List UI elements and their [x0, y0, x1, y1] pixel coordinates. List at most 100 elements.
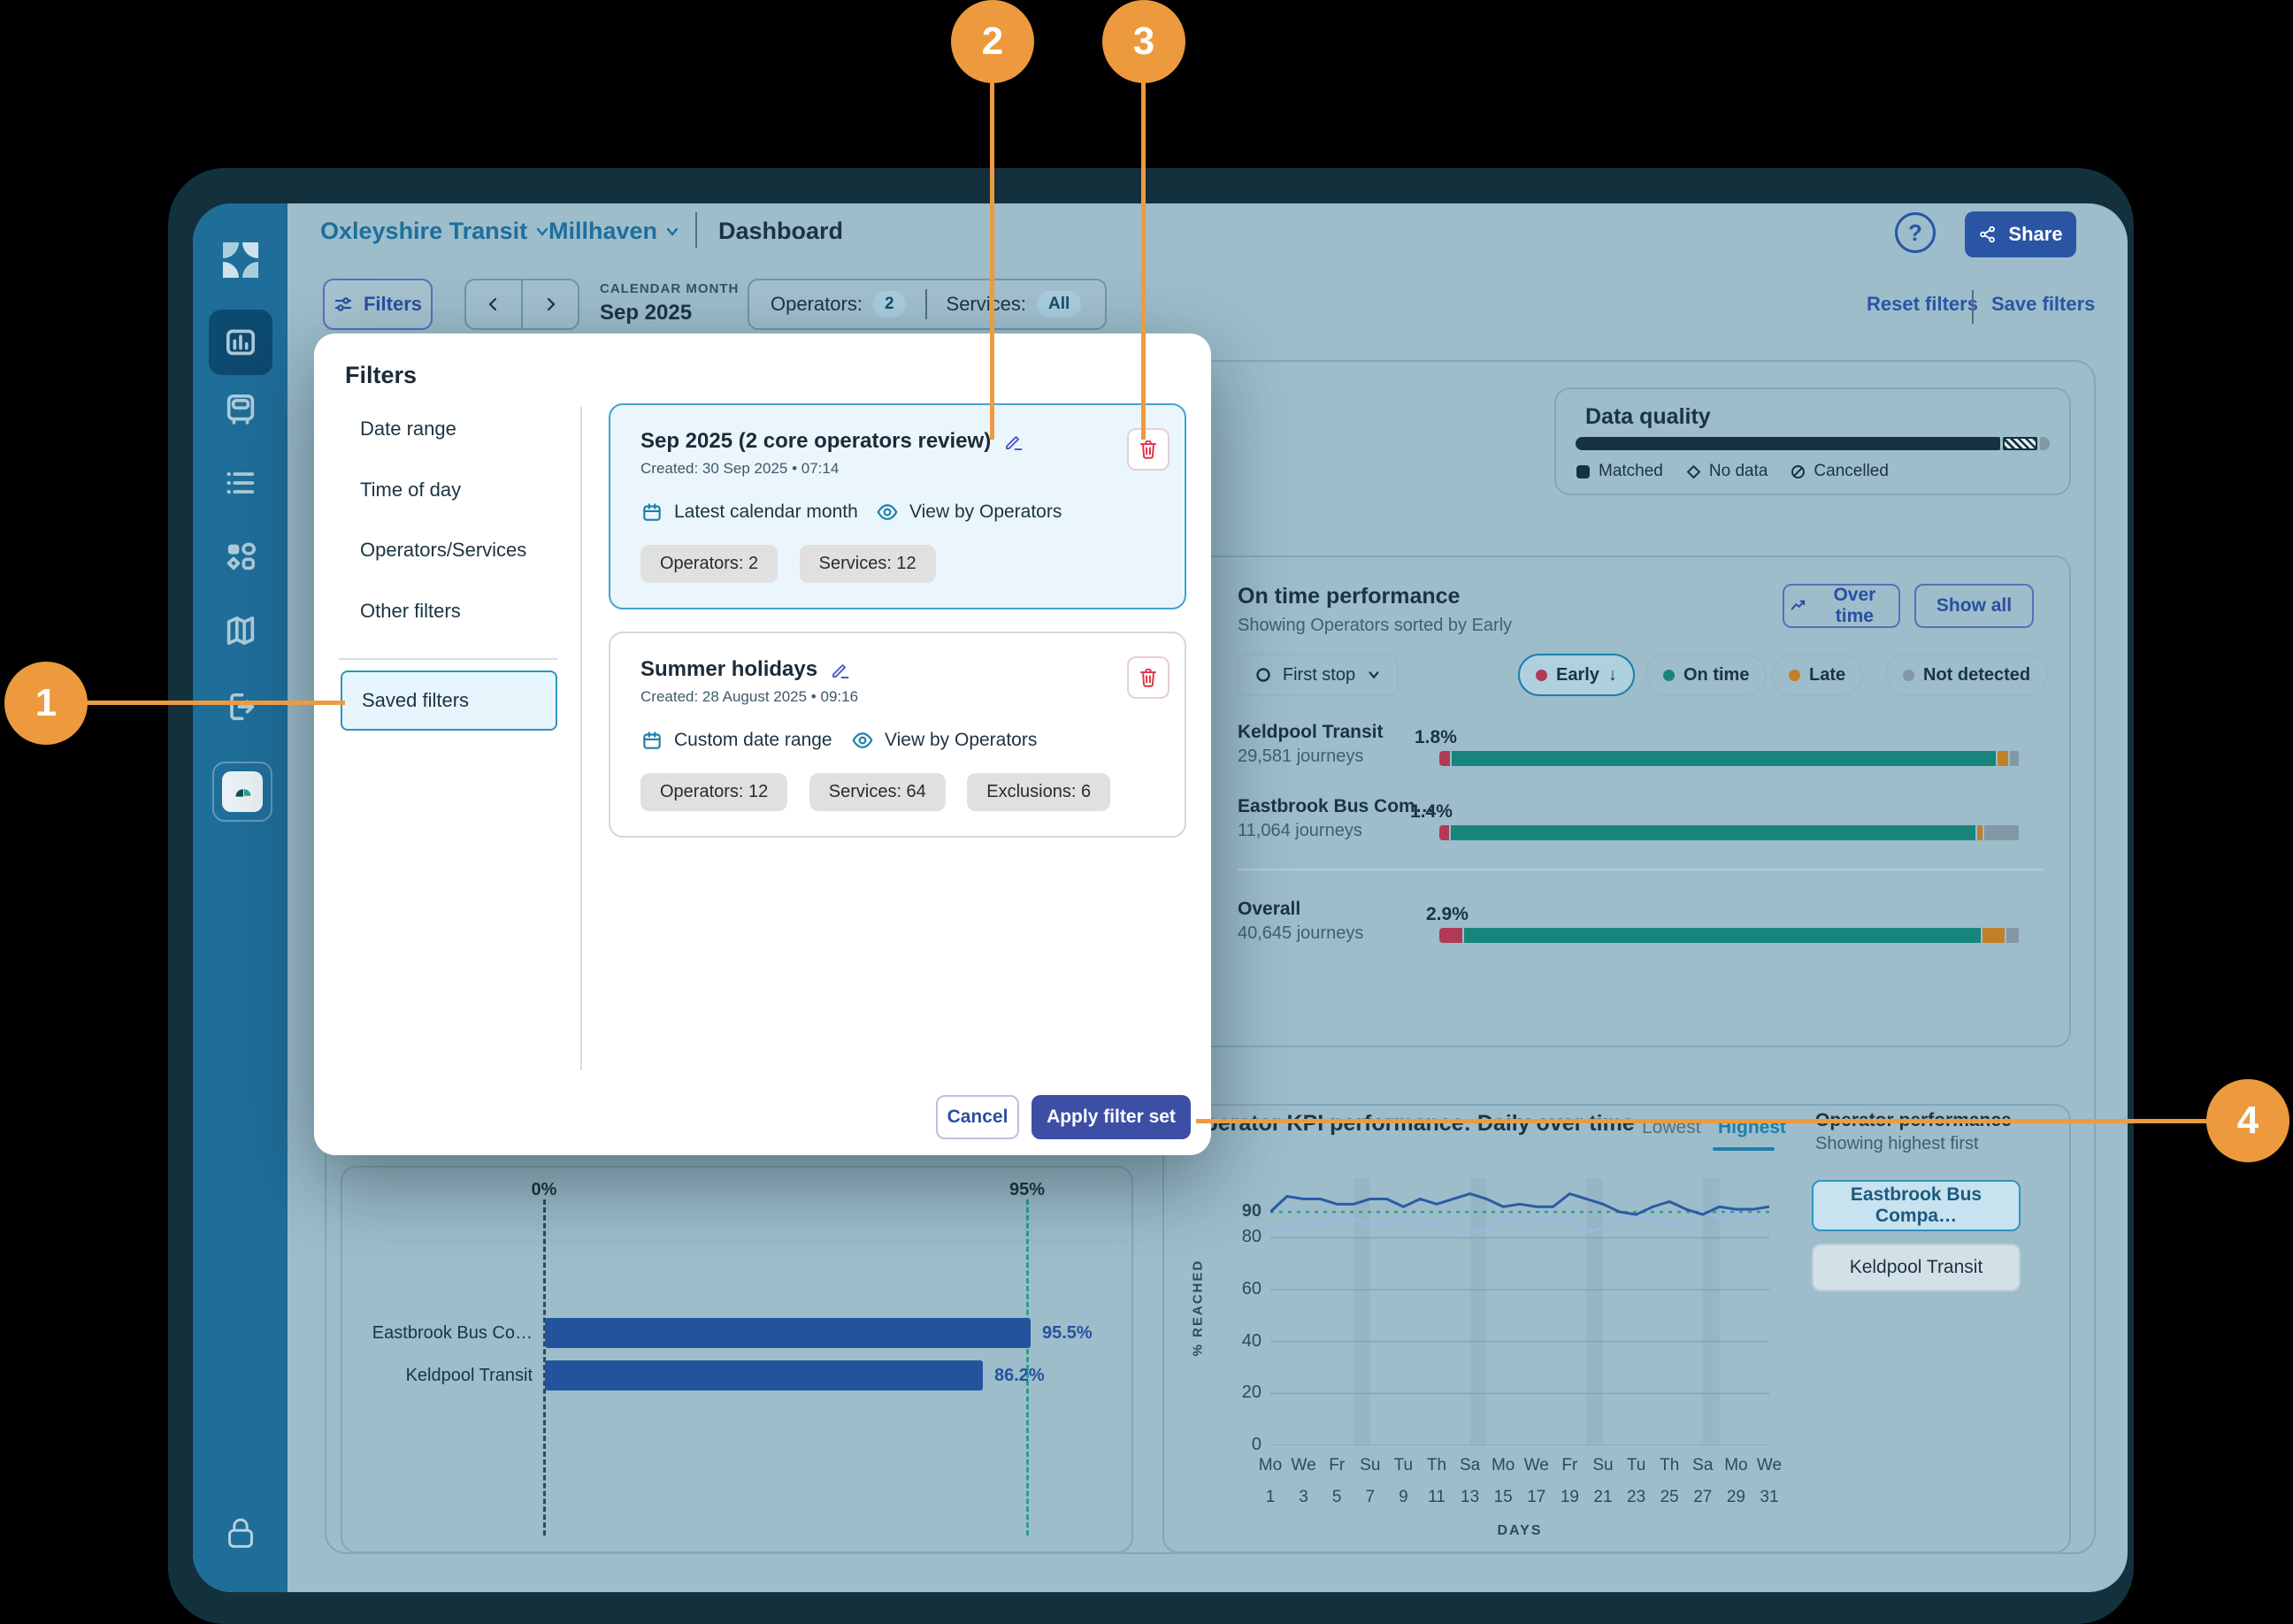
sidebar-item-categories[interactable] — [193, 539, 288, 574]
filters-button[interactable]: Filters — [323, 279, 433, 330]
save-filters-link[interactable]: Save filters — [1986, 292, 2100, 317]
period-pager — [464, 279, 579, 330]
y-tick-labels: 90 80 60 40 20 0 — [1241, 1201, 1262, 1454]
sidebar-item-logout[interactable] — [193, 689, 288, 724]
modal-nav-operators-services[interactable]: Operators/Services — [360, 539, 527, 561]
not-detected-dot — [1903, 669, 1914, 681]
callout-line-4 — [1196, 1119, 2208, 1123]
sidebar-item-lock[interactable] — [193, 1513, 288, 1553]
calendar-icon — [643, 732, 661, 749]
modal-nav-other-filters[interactable]: Other filters — [360, 600, 461, 622]
delete-saved-filter-button[interactable] — [1127, 428, 1170, 471]
data-quality-legend: Matched No data Cancelled — [1576, 462, 1889, 481]
otp-stacked-bar — [1439, 928, 2021, 943]
filters-button-label: Filters — [363, 293, 423, 315]
region-selector[interactable]: Millhaven — [548, 218, 680, 245]
org-selector[interactable]: Oxleyshire Transit — [320, 218, 550, 245]
services-count-badge: All — [1037, 291, 1082, 318]
otp-row-value: 1.8% — [1415, 727, 1457, 747]
bar-value: 95.5% — [1042, 1323, 1093, 1343]
modal-content-divider — [580, 407, 582, 1070]
x-tick-daynums: 1 3 5 7 9 11 13 15 17 19 21 23 25 27 29 31 — [1265, 1488, 1779, 1506]
delete-saved-filter-button[interactable] — [1127, 656, 1170, 699]
filter-sliders-icon — [334, 297, 352, 311]
lock-icon — [227, 1518, 253, 1548]
reset-filters-link[interactable]: Reset filters — [1861, 292, 1983, 317]
modal-nav-saved-filters[interactable]: Saved filters — [341, 670, 557, 731]
bus-icon — [226, 395, 254, 425]
filters-modal: Filters Date range Time of day Operators… — [314, 333, 1211, 1155]
services-label: Services: — [946, 293, 1026, 315]
chevron-down-icon — [1369, 671, 1379, 679]
data-quality-title: Data quality — [1585, 404, 1711, 429]
previous-period-button[interactable] — [466, 280, 523, 328]
otp-stacked-bar — [1439, 825, 2021, 840]
edit-icon[interactable] — [830, 659, 851, 680]
saved-filter-title-row: Sep 2025 (2 core operators review) — [640, 429, 1024, 454]
first-stop-select[interactable]: First stop — [1238, 654, 1399, 696]
operator-button-keldpool[interactable]: Keldpool Transit — [1812, 1244, 2021, 1291]
otp-title: On time performance — [1238, 584, 1461, 609]
chip: Exclusions: 6 — [967, 773, 1111, 811]
chip: Services: 64 — [809, 773, 946, 811]
operator-performance-subtitle: Showing highest first — [1815, 1134, 1979, 1153]
sidebar-item-apps[interactable] — [212, 762, 272, 822]
map-icon — [226, 617, 254, 645]
view-mode: View by Operators — [876, 501, 1062, 524]
next-period-button[interactable] — [523, 280, 578, 328]
matched-swatch-icon — [1576, 464, 1590, 479]
share-button[interactable]: Share — [1965, 211, 2076, 257]
callout-line-3 — [1141, 81, 1146, 440]
sidebar-item-services[interactable] — [193, 465, 288, 501]
show-all-button[interactable]: Show all — [1914, 584, 2034, 628]
help-button[interactable]: ? — [1895, 212, 1936, 253]
edit-icon[interactable] — [1003, 431, 1024, 452]
otp-divider — [1238, 869, 2044, 870]
operators-label: Operators: — [771, 293, 863, 315]
chips-row: Operators: 12 Services: 64 Exclusions: 6 — [640, 773, 1128, 811]
modal-nav-divider — [339, 658, 557, 660]
active-filters-summary[interactable]: Operators: 2 Services: All — [748, 279, 1107, 330]
otp-row-value: 2.9% — [1426, 904, 1469, 924]
early-dot — [1536, 669, 1547, 681]
pill-not-detected[interactable]: Not detected — [1885, 654, 2049, 696]
bar-label: Keldpool Transit — [405, 1366, 533, 1385]
saved-filter-card-selected[interactable]: Sep 2025 (2 core operators review) Creat… — [609, 403, 1186, 609]
saved-filter-card[interactable]: Summer holidays Created: 28 August 2025 … — [609, 632, 1186, 838]
modal-nav-date-range[interactable]: Date range — [360, 417, 456, 440]
kpi-line-plot — [1269, 1178, 1770, 1446]
otp-subtitle: Showing Operators sorted by Early — [1238, 616, 1513, 635]
operator-button-eastbrook[interactable]: Eastbrook Bus Compa… — [1812, 1180, 2021, 1231]
otp-row-name: Overall — [1238, 899, 1301, 919]
pill-on-time[interactable]: On time — [1645, 654, 1768, 696]
sort-arrow-icon: ↓ — [1607, 664, 1617, 685]
callout-1: 1 — [4, 662, 88, 745]
chevron-down-icon — [666, 227, 679, 236]
sidebar-item-dashboard[interactable] — [209, 310, 272, 375]
modal-nav-time-of-day[interactable]: Time of day — [360, 479, 462, 501]
saved-filter-title: Summer holidays — [640, 657, 818, 681]
chevron-down-icon — [536, 227, 548, 236]
y-axis-label: % REACHED — [1190, 1259, 1206, 1357]
apply-filter-set-button[interactable]: Apply filter set — [1031, 1095, 1191, 1139]
list-icon — [226, 471, 254, 494]
app-tile-icon — [222, 771, 263, 812]
over-time-button[interactable]: Over time — [1783, 584, 1900, 628]
cancel-button[interactable]: Cancel — [936, 1095, 1019, 1139]
sidebar-item-vehicles[interactable] — [193, 391, 288, 426]
sidebar-item-map[interactable] — [193, 613, 288, 648]
modal-title: Filters — [345, 362, 418, 388]
bar-value: 86.2% — [994, 1366, 1045, 1385]
otp-stacked-bar — [1439, 751, 2021, 766]
chevron-right-icon — [547, 297, 556, 311]
legend-matched: Matched — [1576, 462, 1663, 481]
summary-divider — [924, 289, 927, 319]
chips-row: Operators: 2 Services: 12 — [640, 545, 954, 583]
page-title: Dashboard — [718, 218, 844, 244]
pill-late[interactable]: Late — [1771, 654, 1864, 696]
trash-icon — [1139, 668, 1157, 687]
pill-early[interactable]: Early ↓ — [1518, 654, 1635, 696]
trash-icon — [1139, 440, 1157, 459]
shapes-icon — [226, 542, 256, 571]
app-logo — [193, 241, 288, 280]
